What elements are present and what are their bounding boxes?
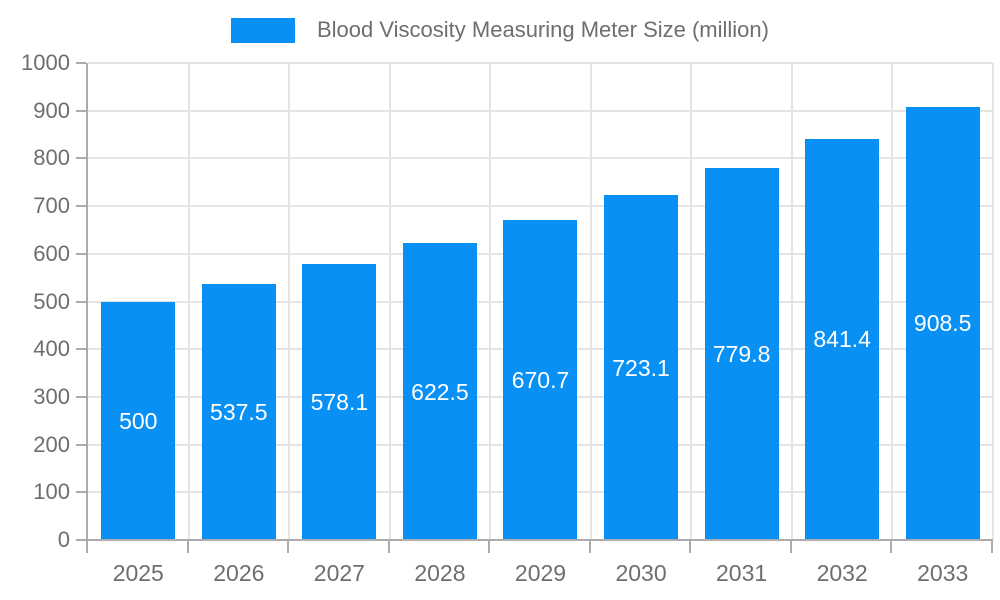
x-axis-tick (86, 540, 88, 553)
v-gridline (288, 63, 291, 540)
y-axis-tick (76, 443, 86, 446)
x-axis-tick (287, 540, 290, 553)
bar-value-label: 578.1 (310, 389, 369, 416)
h-gridline (88, 157, 993, 160)
y-axis-tick-label: 800 (33, 145, 70, 171)
x-axis-tick-label: 2033 (917, 560, 969, 586)
y-axis-tick (76, 491, 86, 494)
v-gridline (388, 63, 391, 540)
bar (805, 138, 880, 540)
bar (101, 301, 176, 540)
v-gridline (187, 63, 190, 540)
x-axis-line (86, 539, 993, 541)
plot-area: 500 537.5 578.1 622.5 670.7 723.1 779.8 841.4 90… (88, 62, 994, 540)
bar-value-label: 841.4 (813, 326, 871, 353)
x-axis-tick (588, 540, 591, 553)
x-axis-tick (488, 540, 491, 553)
x-axis-tick-label: 2029 (514, 560, 567, 586)
bar (402, 243, 477, 540)
bar-value-label: 908.5 (913, 310, 972, 337)
bar (201, 283, 276, 540)
x-axis-tick-label: 2028 (414, 560, 466, 586)
v-gridline (589, 63, 592, 540)
bar (905, 106, 980, 540)
x-axis-tick-label: 2025 (112, 560, 164, 586)
bar (604, 195, 679, 540)
bar-value-label: 500 (119, 407, 158, 434)
x-axis-tick (789, 540, 792, 553)
y-axis-tick (76, 109, 86, 112)
legend-label: Blood Viscosity Measuring Meter Size (mi… (317, 17, 769, 42)
bar (302, 264, 377, 540)
y-axis-tick-label: 100 (33, 479, 70, 505)
y-axis-tick (76, 252, 86, 255)
h-gridline (88, 205, 993, 208)
y-axis-tick-label: 400 (33, 336, 70, 362)
bar (503, 220, 578, 540)
y-axis-line (86, 63, 88, 540)
x-axis-tick (387, 540, 390, 553)
bar-value-label: 779.8 (712, 341, 771, 368)
h-gridline (88, 62, 993, 64)
bar (704, 168, 779, 540)
y-axis-tick (76, 348, 86, 351)
h-gridline (88, 109, 993, 112)
x-axis-tick (890, 540, 893, 553)
bar-value-label: 670.7 (511, 367, 570, 394)
x-axis-tick-label: 2031 (716, 560, 768, 586)
y-axis-tick-label: 500 (33, 288, 70, 314)
legend: Blood Viscosity Measuring Meter Size (mi… (0, 17, 1000, 43)
x-axis-tick (991, 540, 993, 553)
y-axis-tick (76, 539, 86, 541)
y-axis-tick-label: 200 (33, 431, 70, 457)
legend-swatch (231, 17, 295, 43)
v-gridline (690, 63, 693, 540)
y-axis-tick-label: 900 (33, 97, 70, 123)
v-gridline (992, 63, 994, 540)
x-axis-tick-label: 2027 (313, 560, 365, 586)
y-axis-tick-label: 300 (33, 383, 70, 409)
y-axis-tick-label: 1000 (21, 50, 70, 75)
y-axis-tick-label: 700 (33, 193, 70, 219)
y-axis-tick (76, 395, 86, 398)
y-axis-tick-label: 0 (57, 527, 70, 552)
y-axis-tick (76, 62, 86, 64)
x-axis-tick-label: 2030 (615, 560, 667, 586)
bar-value-label: 537.5 (210, 398, 268, 425)
x-axis-tick-label: 2032 (816, 560, 868, 586)
x-axis-tick (689, 540, 692, 553)
v-gridline (790, 63, 793, 540)
y-axis-tick (76, 205, 86, 208)
bar-value-label: 622.5 (411, 378, 469, 405)
x-axis-tick (186, 540, 189, 553)
v-gridline (489, 63, 492, 540)
v-gridline (891, 63, 894, 540)
x-axis-tick-label: 2026 (213, 560, 265, 586)
y-axis-tick (76, 157, 86, 160)
y-axis-tick-label: 600 (33, 240, 70, 266)
y-axis-tick (76, 300, 86, 303)
bar-value-label: 723.1 (612, 354, 670, 381)
